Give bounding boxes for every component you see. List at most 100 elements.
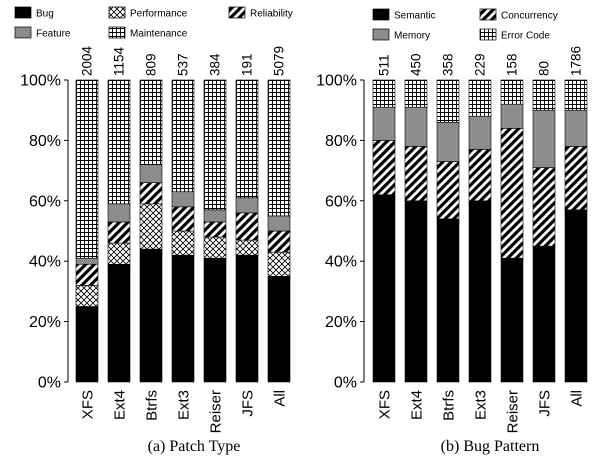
- bar-segment-ext4-semantic: [404, 200, 428, 383]
- legend-entry-semantic: Semantic: [372, 8, 436, 22]
- bar-total-label: 191: [240, 53, 255, 76]
- legend-entry-bug: Bug: [14, 6, 54, 20]
- bar-segment-all-maintenance: [267, 79, 291, 217]
- x-tick-label: Reiser: [208, 390, 225, 433]
- bar-segment-ext3-concurrency: [468, 149, 492, 202]
- bar-segment-xfs-memory: [372, 106, 396, 141]
- bar-total-label: 511: [377, 54, 392, 76]
- legend-entry-performance: Performance: [108, 6, 188, 20]
- bar-segment-ext3-bug: [171, 254, 195, 383]
- legend-swatch-memory: [372, 28, 390, 41]
- x-tick-label: All: [569, 390, 586, 407]
- x-tick-label: Ext4: [112, 390, 129, 420]
- bar-total-label: 229: [473, 53, 488, 76]
- bar-segment-btrfs-memory: [436, 121, 460, 162]
- bar-segment-ext3-error-code: [468, 79, 492, 117]
- y-tick-label: 80%: [29, 133, 61, 150]
- bar-total-label: 2004: [80, 45, 95, 76]
- bar-segment-ext4-feature: [107, 203, 131, 223]
- chart-panel-bug-pattern: Semantic Concurrency Memory Error Code 0% 20%…: [316, 8, 588, 455]
- bar-segment-reiser-error-code: [500, 79, 524, 105]
- chart-subtitle: (b) Bug Pattern: [441, 438, 540, 455]
- x-tick-label: JFS: [537, 390, 554, 417]
- bar-segment-btrfs-error-code: [436, 79, 460, 123]
- x-tick-label: XFS: [80, 390, 97, 419]
- y-tick-label: 100%: [20, 73, 61, 90]
- bar-total-label: 80: [537, 61, 552, 76]
- legend-swatch-concurrency: [479, 8, 497, 21]
- legend-swatch-bug: [14, 6, 32, 19]
- bar-segment-ext3-maintenance: [171, 79, 195, 193]
- bar-segment-jfs-reliability: [235, 212, 259, 241]
- legend-swatch-performance: [108, 6, 126, 19]
- legend-label-reliability: Reliability: [250, 9, 293, 20]
- legend-entry-feature: Feature: [14, 26, 71, 40]
- bar-segment-jfs-error-code: [532, 79, 556, 111]
- bar-segment-xfs-error-code: [372, 79, 396, 108]
- bar-segment-all-feature: [267, 215, 291, 232]
- bar-segment-jfs-bug: [235, 254, 259, 383]
- legend-label-concurrency: Concurrency: [501, 11, 558, 22]
- bar-segment-xfs-reliability: [75, 263, 99, 286]
- legend-swatch-feature: [14, 26, 32, 39]
- bar-segment-btrfs-feature: [139, 164, 163, 183]
- bar-total-label: 809: [144, 53, 159, 76]
- bar-segment-all-bug: [267, 275, 291, 383]
- x-tick-label: Btrfs: [441, 390, 458, 421]
- bar-total-label: 5079: [272, 46, 287, 76]
- bar-segment-reiser-reliability: [203, 221, 227, 238]
- x-tick-label: Btrfs: [144, 390, 161, 421]
- bar-segment-ext3-memory: [468, 115, 492, 150]
- bar-segment-ext4-performance: [107, 242, 131, 265]
- legend-swatch-error-code: [479, 28, 497, 41]
- y-tick-label: 80%: [325, 133, 357, 150]
- bar-segment-ext4-concurrency: [404, 146, 428, 202]
- bar-segment-btrfs-semantic: [436, 218, 460, 383]
- x-tick-label: Ext4: [409, 390, 426, 420]
- bar-segment-all-error-code: [564, 79, 588, 111]
- bar-total-label: 1786: [569, 46, 584, 76]
- y-tick-label: 100%: [316, 73, 357, 90]
- bar-segment-jfs-feature: [235, 197, 259, 214]
- bar-segment-reiser-maintenance: [203, 79, 227, 211]
- bar-segment-ext4-maintenance: [107, 79, 131, 205]
- bar-segment-ext4-error-code: [404, 79, 428, 108]
- legend-label-maintenance: Maintenance: [130, 29, 188, 40]
- bar-segment-xfs-performance: [75, 285, 99, 307]
- legend-label-error-code: Error Code: [501, 31, 550, 42]
- bar-total-label: 158: [505, 53, 520, 76]
- x-tick-label: XFS: [377, 390, 394, 419]
- bar-segment-all-concurrency: [564, 146, 588, 211]
- legend-label-semantic: Semantic: [394, 11, 436, 22]
- legend-swatch-maintenance: [108, 26, 126, 39]
- bar-total-label: 384: [208, 53, 223, 76]
- x-tick-label: Ext3: [473, 390, 490, 420]
- y-tick-label: 60%: [325, 193, 357, 210]
- bar-segment-reiser-bug: [203, 257, 227, 383]
- bar-total-label: 537: [176, 53, 191, 76]
- bar-segment-reiser-semantic: [500, 257, 524, 383]
- bar-segment-jfs-memory: [532, 109, 556, 168]
- x-tick-label: JFS: [240, 390, 257, 417]
- bar-segment-jfs-semantic: [532, 245, 556, 383]
- legend-entry-reliability: Reliability: [228, 6, 293, 20]
- y-tick-label: 40%: [325, 254, 357, 271]
- bar-segment-reiser-feature: [203, 209, 227, 223]
- legend-label-memory: Memory: [394, 31, 430, 42]
- bar-segment-xfs-semantic: [372, 194, 396, 383]
- bar-segment-xfs-maintenance: [75, 79, 99, 259]
- bar-segment-btrfs-reliability: [139, 182, 163, 205]
- legend-label-performance: Performance: [130, 9, 188, 20]
- legend-entry-maintenance: Maintenance: [108, 26, 188, 40]
- legend-entry-concurrency: Concurrency: [479, 8, 558, 22]
- chart-panel-patch-type: Bug Performance Reliability Feature Maintena…: [14, 6, 293, 455]
- bar-total-label: 1154: [112, 46, 127, 76]
- bar-segment-reiser-concurrency: [500, 128, 524, 259]
- x-tick-label: All: [272, 390, 289, 407]
- y-tick-label: 0%: [38, 375, 61, 392]
- bar-segment-ext3-semantic: [468, 200, 492, 383]
- legend-swatch-semantic: [372, 8, 390, 21]
- y-tick-label: 60%: [29, 193, 61, 210]
- bar-segment-btrfs-bug: [139, 248, 163, 383]
